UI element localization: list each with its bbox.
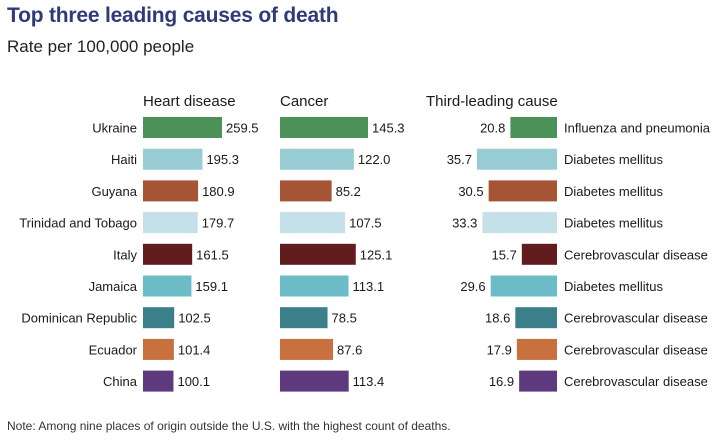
chart-subtitle: Rate per 100,000 people: [7, 37, 195, 56]
bar-heart-china: [143, 370, 174, 392]
bar-third-italy: [521, 243, 557, 265]
bar-third-guyana: [488, 180, 557, 202]
value-third-jamaica: 29.6: [460, 279, 485, 294]
third-cause-label-ecuador: Cerebrovascular disease: [564, 342, 708, 357]
bar-heart-italy: [143, 243, 193, 265]
header-third-cause: Third-leading cause: [426, 93, 558, 110]
value-heart-italy: 161.5: [196, 247, 229, 262]
bar-heart-guyana: [143, 180, 199, 202]
bar-third-jamaica: [490, 275, 557, 297]
value-heart-dominican-republic: 102.5: [178, 311, 211, 326]
value-cancer-jamaica: 113.1: [352, 279, 384, 294]
value-third-china: 16.9: [489, 374, 514, 389]
bar-heart-ukraine: [143, 117, 222, 138]
third-cause-label-italy: Cerebrovascular disease: [564, 247, 708, 262]
bar-cancer-jamaica: [280, 275, 349, 297]
value-heart-ukraine: 259.5: [226, 121, 259, 136]
value-cancer-ecuador: 87.6: [337, 342, 362, 357]
value-heart-guyana: 180.9: [202, 184, 235, 199]
third-cause-label-china: Cerebrovascular disease: [564, 374, 708, 389]
third-cause-label-trinidad-and-tobago: Diabetes mellitus: [564, 216, 663, 231]
bar-heart-trinidad-and-tobago: [143, 212, 198, 234]
value-cancer-italy: 125.1: [360, 247, 393, 262]
third-cause-label-jamaica: Diabetes mellitus: [564, 279, 663, 294]
value-heart-ecuador: 101.4: [178, 342, 211, 357]
third-cause-label-dominican-republic: Cerebrovascular disease: [564, 311, 708, 326]
category-label-ecuador: Ecuador: [89, 342, 138, 357]
value-third-ecuador: 17.9: [487, 342, 512, 357]
value-heart-china: 100.1: [177, 374, 210, 389]
bar-cancer-china: [280, 370, 349, 392]
bar-third-china: [519, 370, 557, 392]
bar-third-ecuador: [516, 338, 557, 360]
value-heart-trinidad-and-tobago: 179.7: [202, 216, 235, 231]
value-heart-haiti: 195.3: [206, 152, 239, 167]
category-label-ukraine: Ukraine: [92, 121, 137, 136]
bar-cancer-trinidad-and-tobago: [280, 212, 346, 234]
value-third-trinidad-and-tobago: 33.3: [452, 216, 477, 231]
header-heart-disease: Heart disease: [143, 93, 236, 110]
value-heart-jamaica: 159.1: [195, 279, 228, 294]
value-third-guyana: 30.5: [458, 184, 483, 199]
bar-cancer-dominican-republic: [280, 307, 328, 329]
value-cancer-dominican-republic: 78.5: [332, 311, 357, 326]
category-label-jamaica: Jamaica: [89, 279, 138, 294]
bar-cancer-ecuador: [280, 338, 334, 360]
category-label-china: China: [103, 374, 138, 389]
category-label-italy: Italy: [113, 247, 137, 262]
chart-title: Top three leading causes of death: [7, 4, 339, 27]
bar-cancer-haiti: [280, 148, 354, 170]
third-cause-label-guyana: Diabetes mellitus: [564, 184, 663, 199]
third-cause-label-ukraine: Influenza and pneumonia: [564, 121, 711, 136]
value-third-ukraine: 20.8: [480, 121, 505, 136]
value-cancer-guyana: 85.2: [336, 184, 361, 199]
value-cancer-trinidad-and-tobago: 107.5: [349, 216, 382, 231]
footnote: Note: Among nine places of origin outsid…: [7, 419, 451, 433]
category-label-dominican-republic: Dominican Republic: [21, 311, 137, 326]
bar-cancer-guyana: [280, 180, 332, 202]
category-label-haiti: Haiti: [111, 152, 137, 167]
bar-cancer-ukraine: [280, 117, 368, 138]
bar-heart-haiti: [143, 148, 203, 170]
category-label-guyana: Guyana: [91, 184, 137, 199]
bar-third-dominican-republic: [515, 307, 557, 329]
value-cancer-haiti: 122.0: [358, 152, 391, 167]
bar-third-trinidad-and-tobago: [482, 212, 557, 234]
header-cancer: Cancer: [280, 93, 328, 110]
value-third-haiti: 35.7: [447, 152, 472, 167]
value-third-italy: 15.7: [492, 247, 517, 262]
bar-heart-ecuador: [143, 338, 174, 360]
bar-third-ukraine: [510, 117, 557, 138]
bar-heart-jamaica: [143, 275, 192, 297]
value-third-dominican-republic: 18.6: [485, 311, 510, 326]
category-label-trinidad-and-tobago: Trinidad and Tobago: [19, 216, 137, 231]
value-cancer-china: 113.4: [353, 374, 385, 389]
bar-third-haiti: [477, 148, 557, 170]
third-cause-label-haiti: Diabetes mellitus: [564, 152, 663, 167]
bar-cancer-italy: [280, 243, 356, 265]
value-cancer-ukraine: 145.3: [372, 121, 405, 136]
bar-heart-dominican-republic: [143, 307, 175, 329]
